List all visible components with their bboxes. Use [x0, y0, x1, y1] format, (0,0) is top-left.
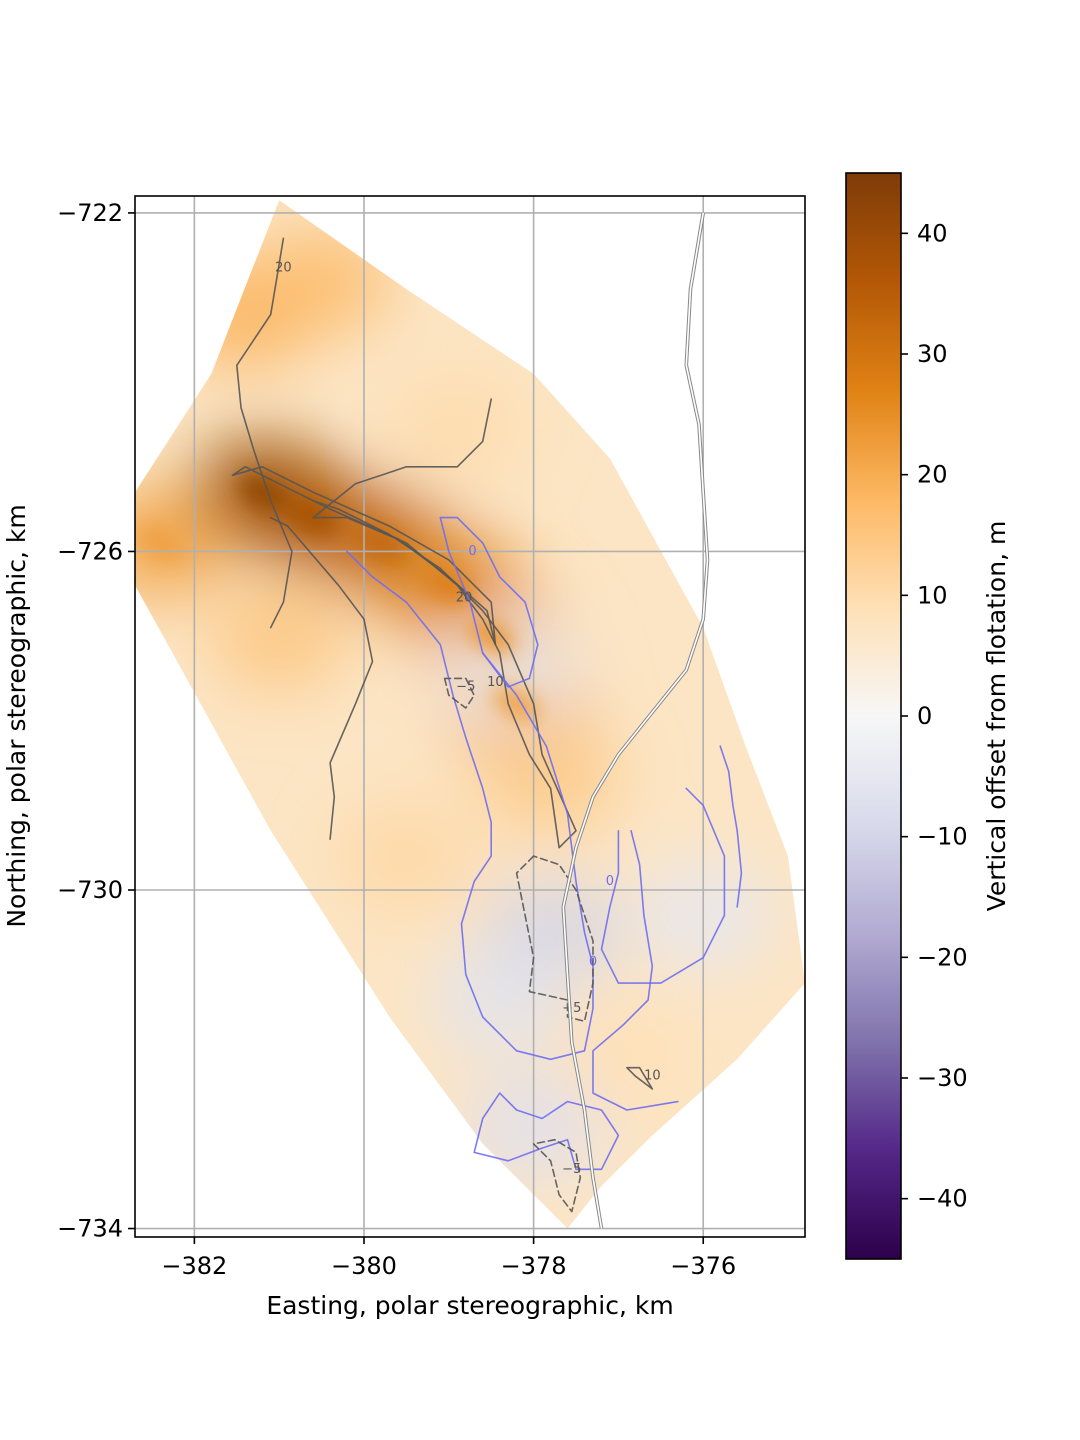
colorbar-tick-label: 20 [917, 461, 948, 489]
surface-sample [336, 801, 477, 912]
contour-label: −5 [456, 679, 475, 694]
y-axis-label: Northing, polar stereographic, km [2, 504, 31, 927]
contour-label: 20 [275, 260, 292, 275]
colorbar-tick-label: −40 [917, 1185, 968, 1213]
colorbar-tick-label: −10 [917, 823, 968, 851]
contour-line [515, 855, 594, 1022]
y-tick-label: −726 [57, 537, 123, 565]
colorbar-gradient [845, 172, 902, 1260]
contour-label: 0 [606, 874, 614, 889]
contour-label: −5 [562, 1162, 581, 1177]
y-tick-label: −734 [57, 1215, 123, 1243]
ridge-sample [424, 567, 473, 603]
contour-line [600, 787, 726, 984]
contour-line [719, 745, 743, 908]
axes-layer: 20 20 10 0 −5 0 0 −5 10 −5 −382 −380 −378 −376 −722 −72… [57, 195, 806, 1280]
x-axis-label: Easting, polar stereographic, km [266, 1291, 673, 1320]
surface-sample [429, 945, 570, 1056]
surface-blobs [135, 225, 774, 1182]
contour-line [443, 677, 475, 709]
contour-line [312, 398, 577, 849]
colorbar-tick-label: 30 [917, 340, 948, 368]
y-tick-label: −730 [57, 876, 123, 904]
contour-line [532, 1138, 582, 1213]
contour-label: 20 [456, 591, 473, 606]
contour-line [346, 550, 594, 1061]
contour-line [439, 516, 539, 688]
ridge-sample [238, 474, 287, 510]
double-line-inner [562, 212, 709, 1229]
plot-area [135, 200, 805, 1229]
contour-label: 0 [468, 544, 476, 559]
x-tick-label: −382 [161, 1252, 227, 1280]
colorbar: 40 30 20 10 0 −10 −20 −30 −40 [845, 172, 968, 1260]
colorbar-tick-label: −30 [917, 1064, 968, 1092]
x-tick-label: −376 [670, 1252, 736, 1280]
surface-sample [209, 581, 350, 692]
colorbar-tick-label: −20 [917, 943, 968, 971]
contour-line [231, 466, 497, 646]
colorbar-tick-label: 10 [917, 581, 948, 609]
colorbar-tick-label: 0 [917, 702, 932, 730]
grid [135, 196, 805, 1237]
colorbar-tick-label: 40 [917, 219, 948, 247]
surface-sample [251, 225, 392, 336]
contour-label: 10 [644, 1069, 661, 1084]
surface-field [135, 200, 805, 1229]
contour-label: 0 [589, 954, 597, 969]
contour-line [473, 1092, 620, 1171]
x-tick-label: −378 [501, 1252, 567, 1280]
colorbar-label: Vertical offset from flotation, m [982, 521, 1011, 912]
surface-sample [548, 1004, 689, 1115]
contour-line [269, 516, 374, 840]
contour-line [626, 1066, 654, 1090]
surface-sample [480, 724, 621, 835]
contour-line [236, 237, 293, 629]
contour-label: −5 [562, 1001, 581, 1016]
axes-frame [134, 195, 806, 1238]
ridge-sample [492, 686, 541, 722]
contours: 20 20 10 0 −5 0 0 −5 10 −5 [231, 237, 743, 1213]
contour-line [592, 830, 679, 1111]
x-tick-label: −380 [331, 1252, 397, 1280]
surface-sample [387, 369, 528, 480]
y-tick-label: −722 [57, 199, 123, 227]
contour-label: 10 [487, 675, 504, 690]
